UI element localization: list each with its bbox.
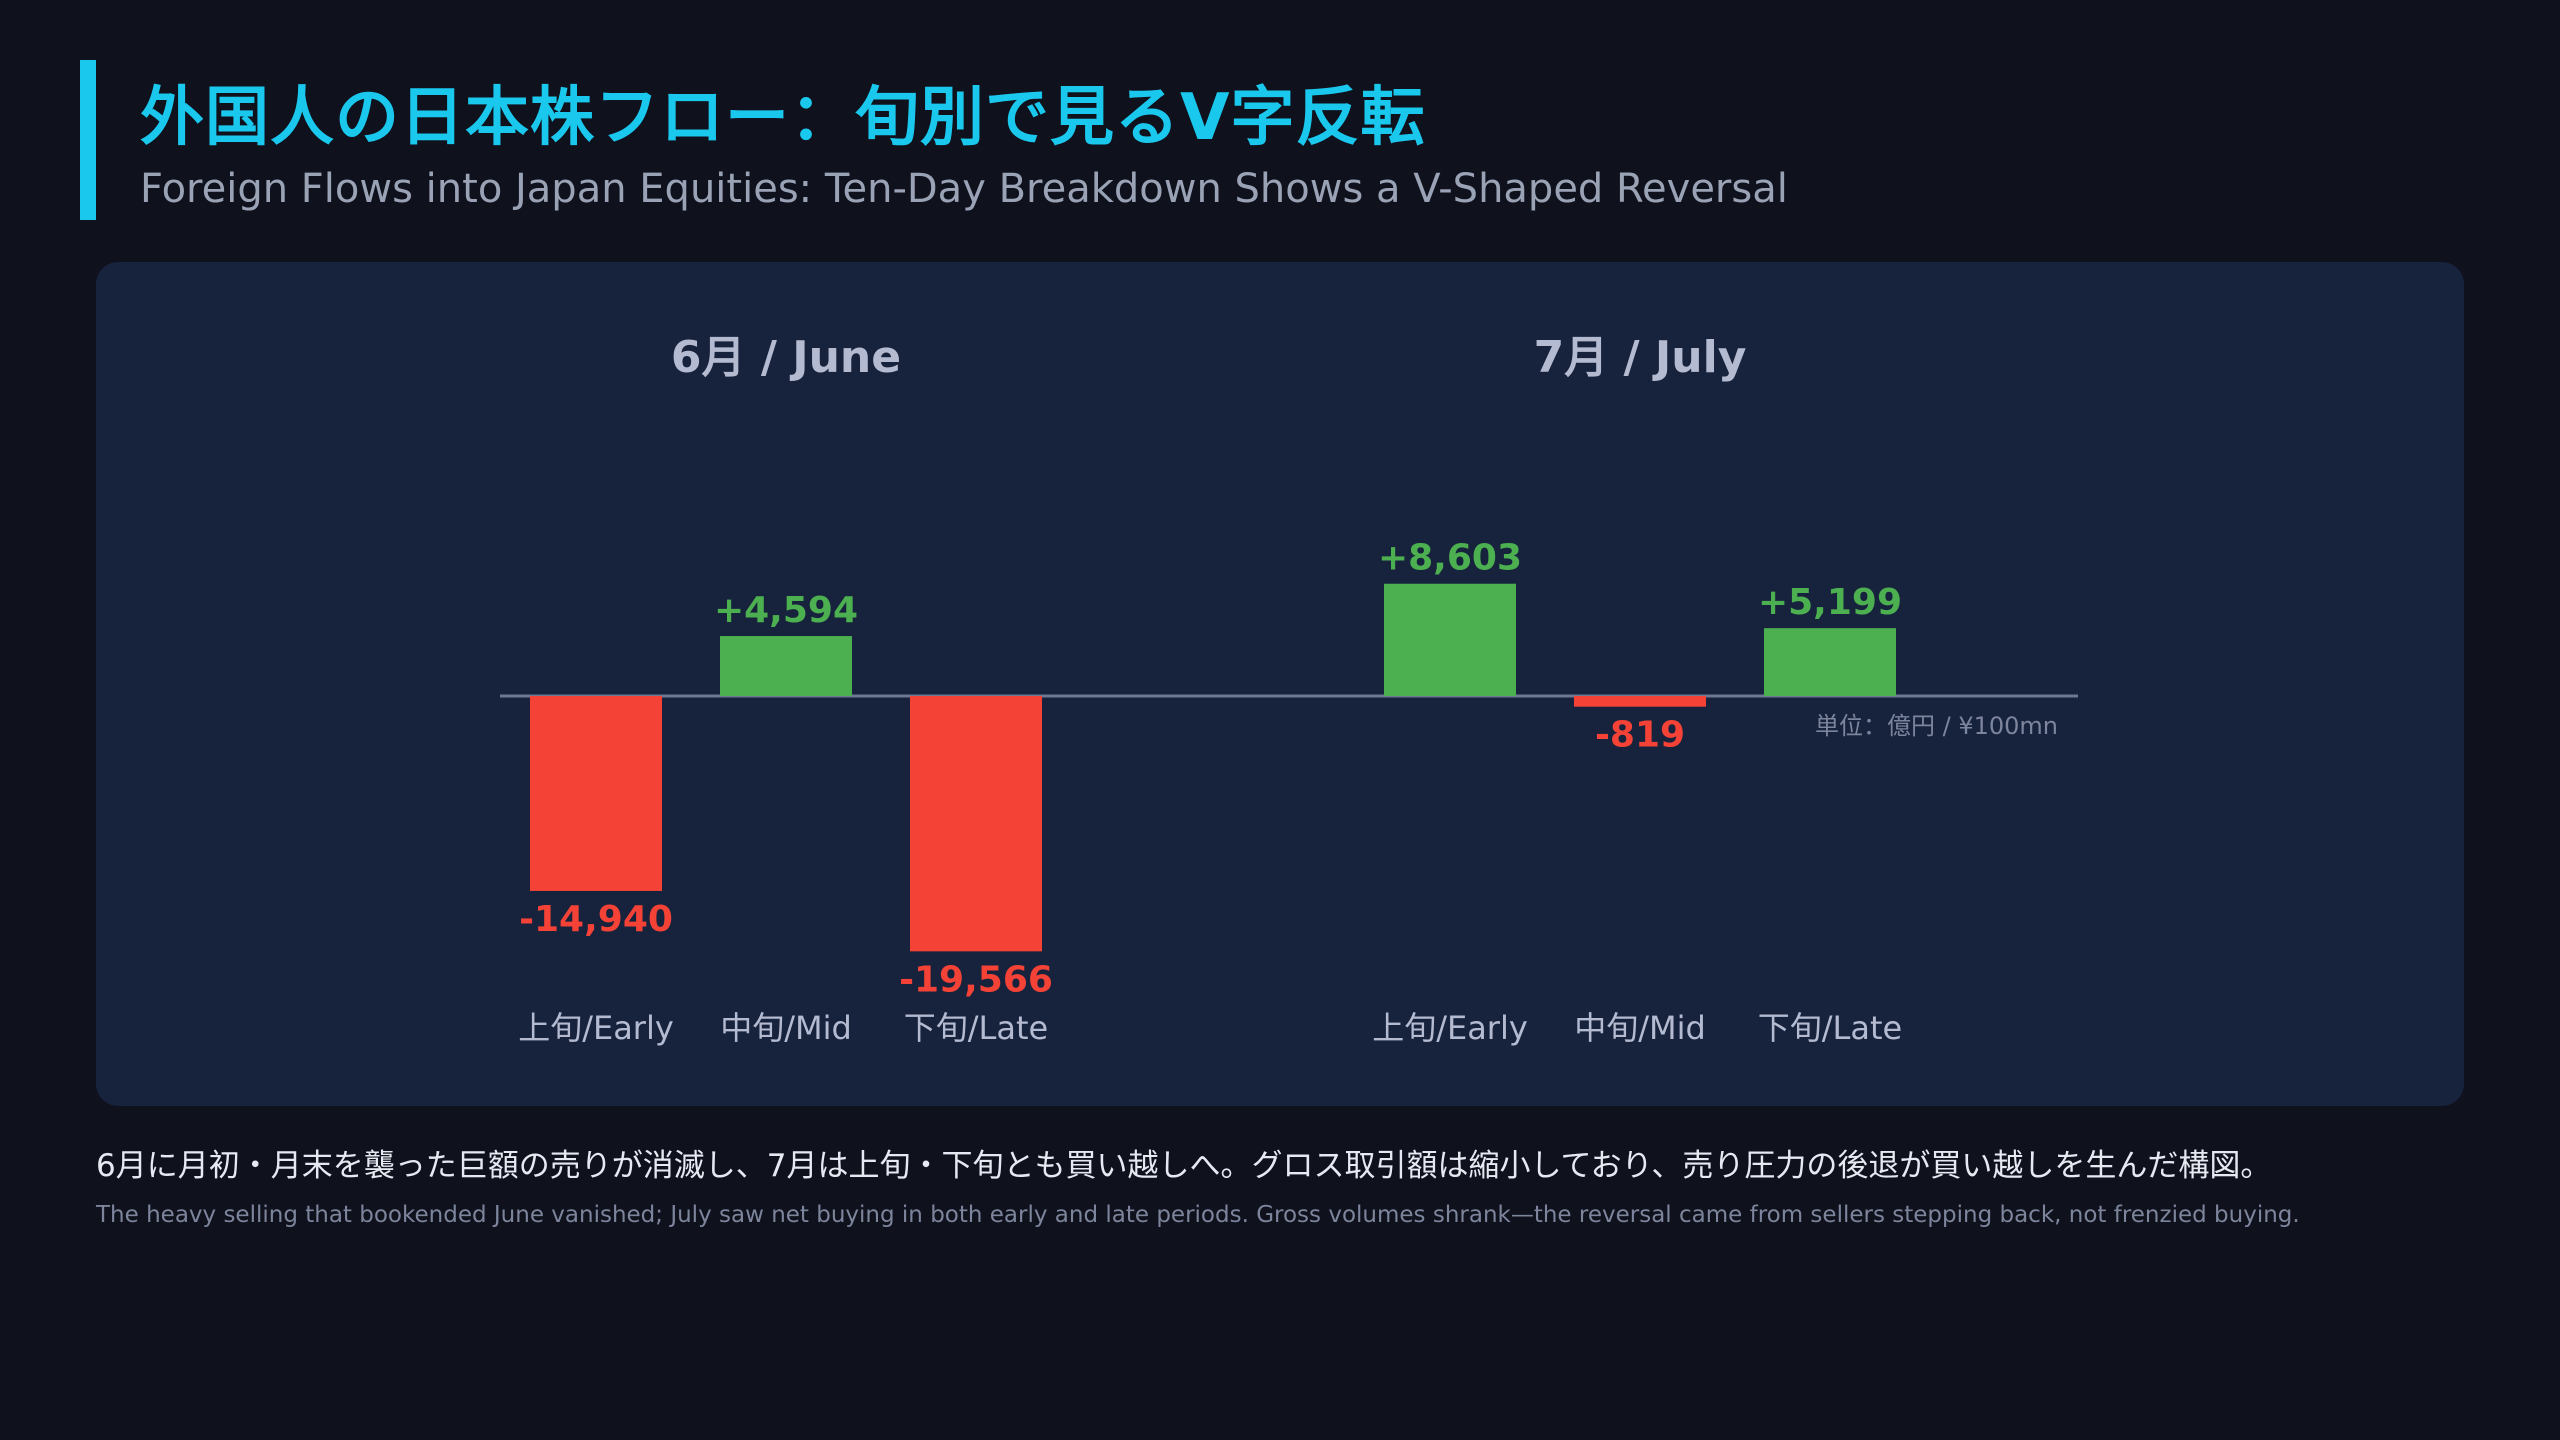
value-label: +8,603 [1378, 538, 1522, 579]
flow-bar-chart: 6月 / June -14,940 上旬/Early +4,594 中旬/Mid -19,… [500, 332, 2078, 1047]
category-label: 上旬/Early [1372, 1009, 1528, 1047]
value-label: +5,199 [1758, 582, 1902, 623]
note-japanese: 6月に月初・月末を襲った巨額の売りが消滅し、7月は上旬・下旬とも買い越しへ。グロ… [96, 1148, 2272, 1184]
month-label: 7月 / July [1534, 332, 1747, 383]
bar [720, 636, 852, 696]
bar [530, 696, 662, 891]
value-label: -819 [1595, 715, 1685, 756]
title-block: 外国人の日本株フロー：旬別で見るV字反転 Foreign Flows into … [80, 60, 2396, 220]
chart-panel: 6月 / June -14,940 上旬/Early +4,594 中旬/Mid -19,… [96, 262, 2464, 1106]
value-label: +4,594 [714, 590, 858, 631]
bar [1764, 628, 1896, 696]
category-label: 上旬/Early [518, 1009, 674, 1047]
category-label: 中旬/Mid [720, 1009, 852, 1047]
category-label: 中旬/Mid [1574, 1009, 1706, 1047]
bar [1384, 583, 1516, 696]
category-label: 下旬/Late [1758, 1009, 1902, 1047]
bar [910, 696, 1042, 952]
category-label: 下旬/Late [904, 1009, 1048, 1047]
bar [1574, 696, 1706, 707]
page-title: 外国人の日本株フロー：旬別で見るV字反転 [140, 81, 1426, 155]
month-label: 6月 / June [671, 332, 901, 383]
page-subtitle: Foreign Flows into Japan Equities: Ten-D… [140, 166, 1788, 212]
unit-label: 単位：億円 / ¥100mn [1815, 712, 2058, 740]
note-english: The heavy selling that bookended June va… [96, 1202, 2300, 1228]
value-label: -14,940 [519, 899, 673, 940]
value-label: -19,566 [899, 959, 1053, 1000]
